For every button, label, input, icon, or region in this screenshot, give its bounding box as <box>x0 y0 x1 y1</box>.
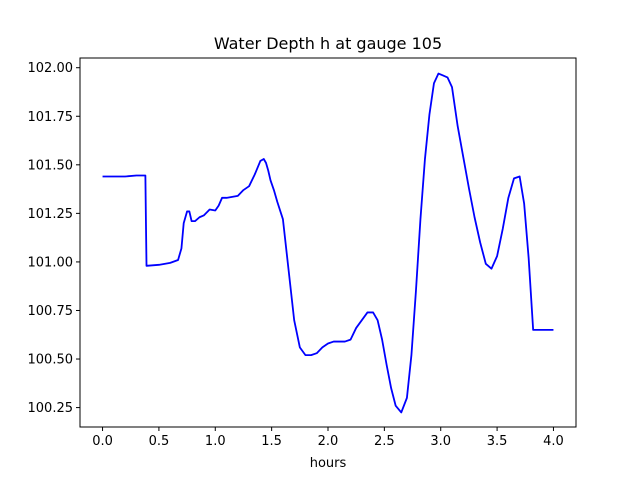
x-tick-label: 1.5 <box>261 434 282 449</box>
y-axis-ticks: 100.25 100.50 100.75 101.00 101.25 101.50 101.… <box>28 61 80 416</box>
x-tick-label: 4.0 <box>543 434 564 449</box>
y-tick-label: 100.25 <box>28 401 74 416</box>
y-tick-label: 101.00 <box>28 255 74 270</box>
y-tick-label: 102.00 <box>28 61 74 76</box>
y-tick-label: 101.75 <box>28 110 74 125</box>
x-tick-label: 2.0 <box>318 434 339 449</box>
x-tick-label: 3.5 <box>487 434 508 449</box>
x-axis-label: hours <box>310 456 347 471</box>
x-tick-label: 3.0 <box>430 434 451 449</box>
x-axis-ticks: 0.0 0.5 1.0 1.5 2.0 2.5 3.0 3.5 4.0 <box>92 427 564 449</box>
series-line-water-depth <box>102 72 554 414</box>
x-tick-label: 0.0 <box>92 434 113 449</box>
x-tick-label: 0.5 <box>149 434 170 449</box>
y-tick-label: 101.50 <box>28 158 74 173</box>
chart-title: Water Depth h at gauge 105 <box>214 34 442 53</box>
y-tick-label: 100.50 <box>28 353 74 368</box>
plot-frame <box>79 57 577 428</box>
y-tick-label: 100.75 <box>28 304 74 319</box>
y-tick-label: 101.25 <box>28 207 74 222</box>
x-tick-label: 2.5 <box>374 434 395 449</box>
x-tick-label: 1.0 <box>205 434 226 449</box>
